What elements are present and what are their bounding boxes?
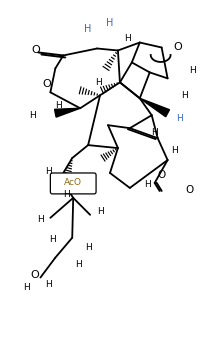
Text: H: H [97, 207, 104, 216]
Text: H: H [49, 235, 56, 244]
Text: O: O [30, 270, 39, 280]
Text: H: H [106, 18, 114, 28]
Text: H: H [171, 146, 178, 154]
Text: H: H [75, 260, 82, 269]
Text: O: O [42, 79, 51, 89]
Text: H: H [63, 190, 70, 199]
Polygon shape [140, 98, 170, 117]
Text: O: O [185, 185, 194, 195]
Text: H: H [144, 180, 151, 189]
Text: H: H [84, 24, 92, 33]
Text: H: H [29, 111, 36, 120]
Text: H: H [85, 243, 92, 252]
Text: O: O [157, 170, 166, 180]
FancyBboxPatch shape [50, 173, 96, 194]
Text: H: H [181, 91, 188, 100]
Text: H: H [95, 78, 101, 87]
Text: H: H [124, 34, 131, 43]
Text: H: H [176, 114, 183, 123]
Text: H: H [151, 128, 158, 137]
Text: H: H [189, 66, 196, 75]
Polygon shape [55, 108, 80, 117]
Text: H: H [45, 280, 52, 289]
Text: H: H [45, 168, 52, 176]
Text: O: O [173, 42, 182, 51]
Text: O: O [31, 46, 40, 55]
Text: H: H [55, 101, 62, 110]
Text: H: H [23, 283, 30, 292]
Text: AcO: AcO [64, 178, 82, 188]
Text: H: H [37, 215, 44, 224]
